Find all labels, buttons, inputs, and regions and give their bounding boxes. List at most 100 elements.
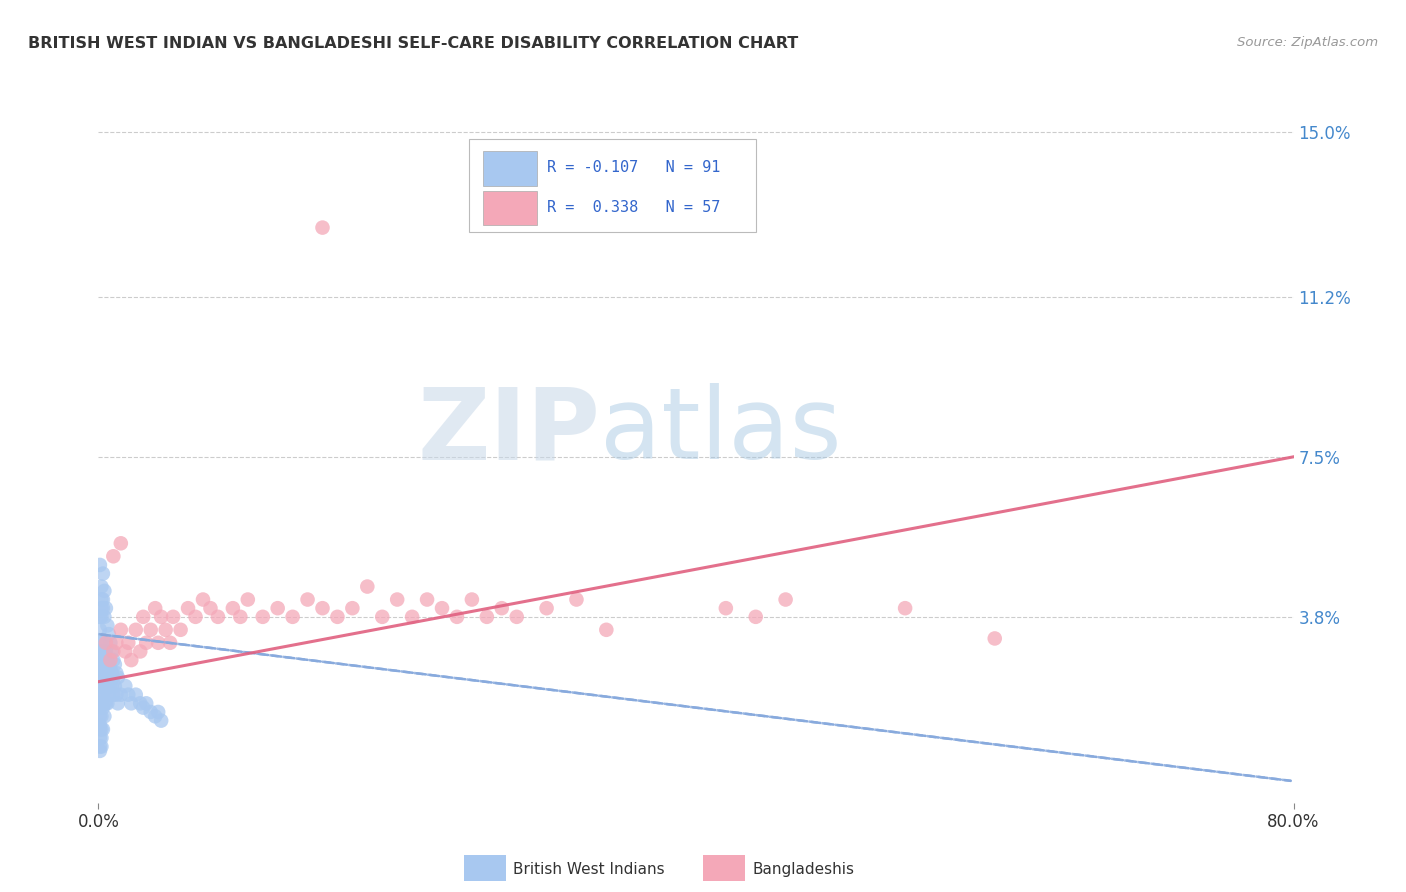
Point [91,666,114,681]
Point [311,601,333,615]
Point [98,653,122,667]
Point [177,601,200,615]
Point [90,666,112,681]
Point [132,700,155,714]
Point [90,696,112,710]
Point [98,679,122,693]
Text: British West Indians: British West Indians [513,863,665,877]
Point [97,627,120,641]
Point [89,723,111,737]
Point [91,688,114,702]
Point [222,601,245,615]
Point [775,592,797,607]
Point [89,744,111,758]
Point [104,679,127,693]
Point [129,696,152,710]
Point [94,644,117,658]
Point [91,592,114,607]
Point [103,653,125,667]
Point [132,610,155,624]
Point [94,696,117,710]
Point [236,592,259,607]
Point [135,636,157,650]
Point [159,636,181,650]
Point [101,644,124,658]
Point [117,636,139,650]
Point [506,610,529,624]
Point [93,657,115,672]
Point [416,592,439,607]
Point [105,688,128,702]
Point [90,739,112,754]
Point [89,623,111,637]
Point [89,666,111,681]
Point [150,610,173,624]
Point [169,623,191,637]
Point [105,666,128,681]
Point [89,739,111,754]
Point [89,709,111,723]
Point [91,636,114,650]
Point [90,601,112,615]
Point [96,696,118,710]
Point [139,705,162,719]
Point [385,592,409,607]
Point [143,601,166,615]
Point [326,610,349,624]
Point [150,714,173,728]
Point [101,679,124,693]
Point [110,623,132,637]
Point [103,688,125,702]
Point [94,653,117,667]
Point [104,657,127,672]
Point [89,558,111,572]
Point [96,618,118,632]
Point [148,636,170,650]
Point [207,610,229,624]
Text: Bangladeshis: Bangladeshis [752,863,855,877]
Point [89,653,111,667]
Point [91,644,114,658]
Point [97,670,120,684]
Point [107,670,129,684]
Point [91,653,114,667]
Point [162,610,184,624]
Point [90,580,112,594]
Point [120,653,142,667]
Point [536,601,558,615]
Point [135,696,157,710]
Point [475,610,498,624]
Point [98,636,122,650]
Point [90,679,112,693]
Point [430,601,453,615]
Point [96,666,118,681]
Point [491,601,513,615]
Point [342,601,364,615]
Point [200,601,222,615]
Point [297,592,319,607]
Point [252,610,274,624]
Point [90,653,112,667]
Point [565,592,588,607]
Point [90,688,112,702]
Point [105,636,128,650]
Point [894,601,917,615]
Point [93,644,115,658]
Point [356,580,378,594]
Point [98,662,122,676]
Point [94,666,117,681]
Point [984,632,1007,646]
Point [114,644,136,658]
Point [191,592,214,607]
Point [89,644,111,658]
Point [90,709,112,723]
Point [103,670,125,684]
Point [94,601,117,615]
Point [89,679,111,693]
Point [89,688,111,702]
Point [155,623,177,637]
Text: R = -0.107   N = 91: R = -0.107 N = 91 [547,161,720,175]
Point [281,610,304,624]
Point [90,723,112,737]
Point [401,610,423,624]
